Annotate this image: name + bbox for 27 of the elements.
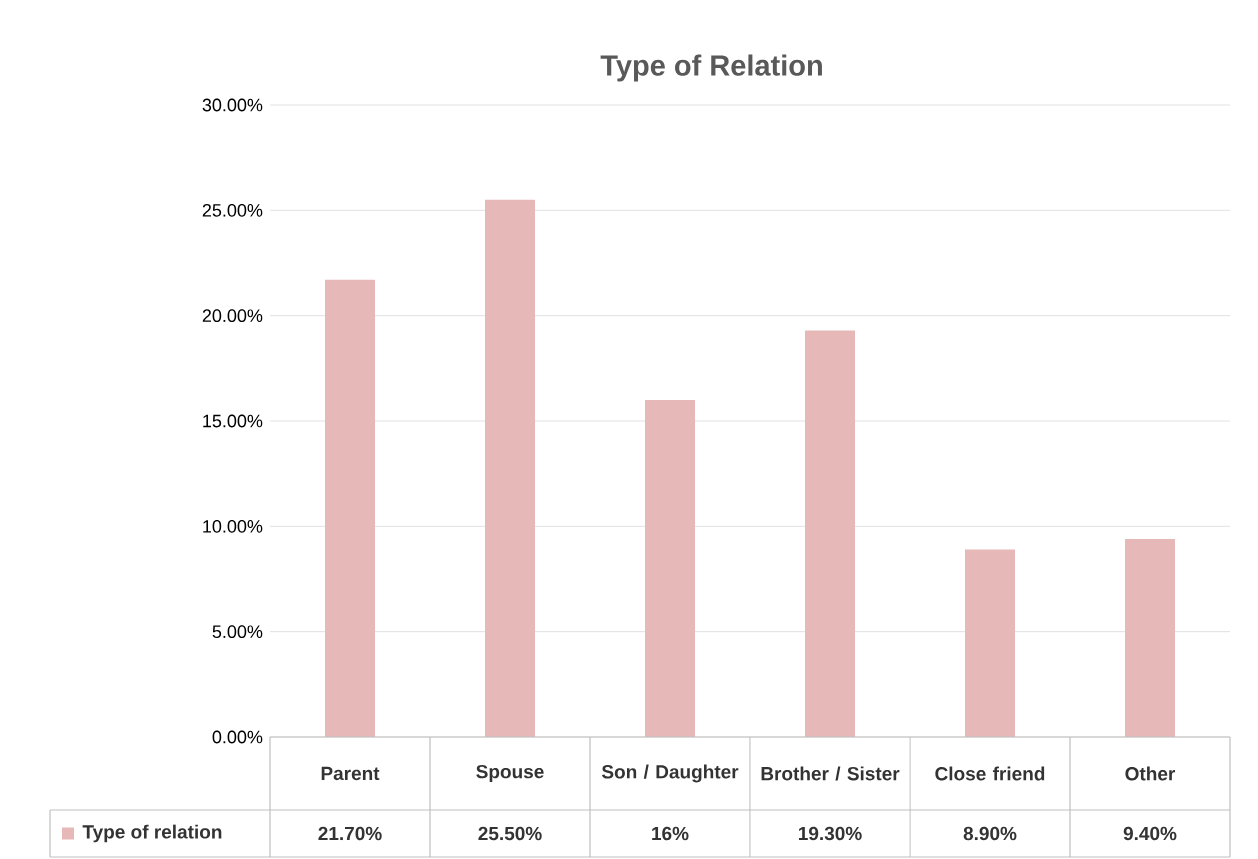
y-tick-label: 5.00% — [212, 625, 263, 639]
y-tick-label: 20.00% — [202, 309, 263, 323]
y-tick-label: 15.00% — [203, 414, 263, 428]
data-label: 25.50% — [478, 826, 542, 841]
x-tick-label: Other — [1125, 766, 1176, 781]
y-tick-label: 25.00% — [202, 203, 263, 217]
y-tick-label: 30.00% — [202, 98, 263, 112]
bar — [805, 330, 855, 737]
bar — [645, 399, 695, 737]
x-tick-label: Close friend — [935, 766, 1045, 781]
data-label: 19.30% — [798, 826, 862, 841]
x-tick-label: Son / Daughter — [601, 764, 739, 783]
x-tick-label: Spouse — [476, 764, 544, 783]
data-label: 8.90% — [963, 826, 1017, 841]
x-tick-label: Brother / Sister — [761, 766, 900, 781]
x-tick-label: Parent — [321, 766, 380, 781]
y-tick-label: 0.00% — [212, 730, 263, 744]
bar — [485, 199, 535, 737]
y-tick-label: 10.00% — [203, 519, 263, 533]
bar — [1124, 538, 1175, 737]
data-label: 9.40% — [1123, 826, 1177, 841]
bar — [965, 549, 1015, 737]
legend-label: Type of relation — [82, 824, 222, 843]
data-label: 21.70% — [318, 826, 382, 841]
data-label: 16% — [652, 826, 689, 841]
chart-title: Type of Relation — [600, 54, 822, 82]
bar — [325, 279, 376, 737]
